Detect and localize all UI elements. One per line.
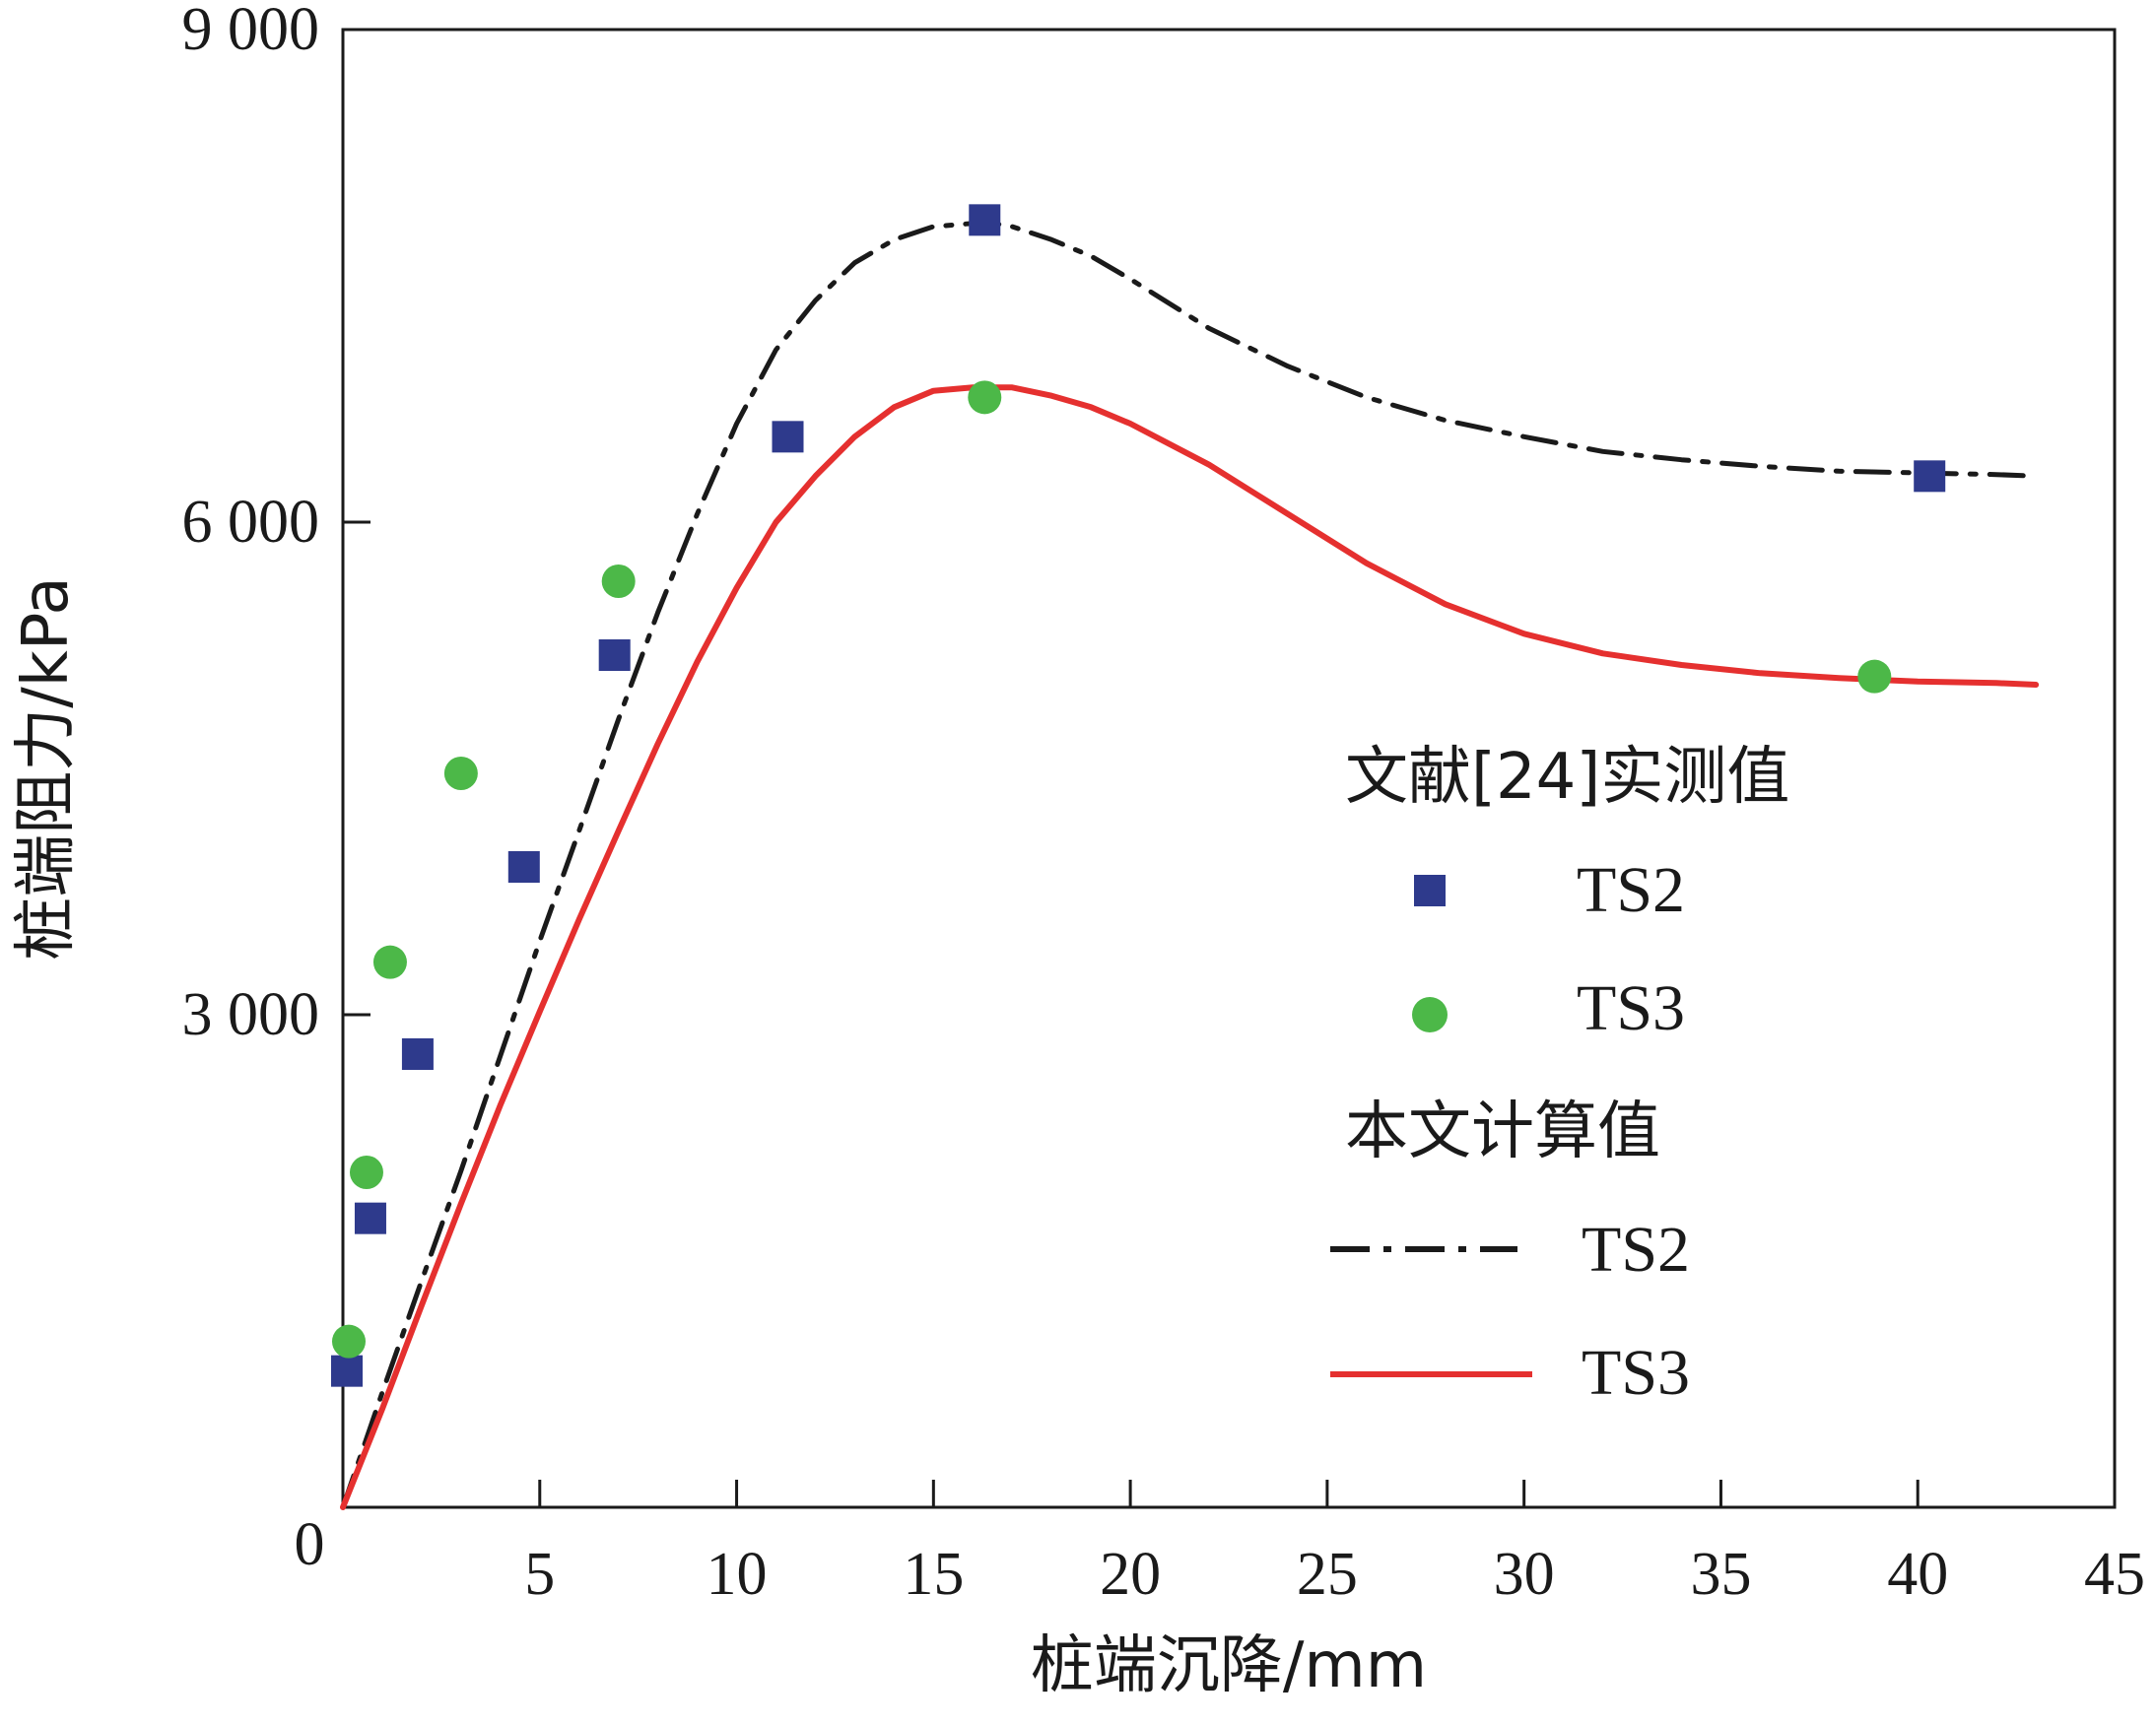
x-tick-label: 10 bbox=[707, 1541, 768, 1608]
series-line-ts2-dash-dot bbox=[340, 221, 2039, 1510]
x-tick-label: 30 bbox=[1494, 1541, 1555, 1608]
point-ts2-square bbox=[772, 421, 804, 453]
x-axis-title: 桩端沉降/mm bbox=[1031, 1629, 1427, 1702]
point-ts2-square bbox=[598, 639, 631, 671]
legend: 文献[24]实测值 TS2 TS3 本文计算值 TS2 TS3 bbox=[1330, 741, 1789, 1409]
legend-label-measured-ts2: TS2 bbox=[1577, 854, 1685, 926]
legend-label-measured-ts3: TS3 bbox=[1577, 972, 1685, 1044]
point-ts2-square bbox=[507, 851, 540, 883]
point-ts2-square bbox=[1914, 460, 1946, 493]
x-tick-label: 40 bbox=[1887, 1541, 1948, 1608]
point-ts3-circle bbox=[372, 945, 407, 979]
x-tick-label: 25 bbox=[1297, 1541, 1358, 1608]
point-ts3-circle bbox=[331, 1324, 366, 1359]
x-tick-label: 0 bbox=[295, 1511, 325, 1578]
legend-marker-circle-ts3 bbox=[1412, 997, 1448, 1032]
plot-frame bbox=[341, 28, 2117, 1509]
point-ts2-square bbox=[401, 1038, 434, 1070]
x-axis-ticks: 0 5 10 15 20 25 30 35 40 45 bbox=[295, 1480, 2145, 1608]
points-layer bbox=[330, 204, 1946, 1387]
y-tick-label: 6 000 bbox=[182, 489, 320, 556]
point-ts3-circle bbox=[443, 757, 478, 790]
series-layer bbox=[340, 221, 2040, 1510]
x-tick-label: 20 bbox=[1100, 1541, 1161, 1608]
legend-heading-measured: 文献[24]实测值 bbox=[1345, 741, 1789, 814]
x-tick-label: 5 bbox=[524, 1541, 555, 1608]
legend-label-computed-ts3: TS3 bbox=[1582, 1337, 1690, 1409]
series-line-ts3-solid bbox=[340, 384, 2040, 1510]
y-tick-label: 3 000 bbox=[182, 981, 320, 1048]
y-axis-title: 桩端阻力/kPa bbox=[10, 576, 83, 961]
point-ts3-circle bbox=[968, 380, 1002, 415]
y-axis-ticks: 3 000 6 000 9 000 bbox=[182, 0, 371, 1048]
x-tick-label: 45 bbox=[2084, 1541, 2145, 1608]
point-ts3-circle bbox=[601, 564, 636, 598]
legend-heading-computed: 本文计算值 bbox=[1345, 1095, 1660, 1168]
point-ts3-circle bbox=[349, 1156, 383, 1189]
y-tick-label: 9 000 bbox=[182, 0, 320, 63]
point-ts2-square bbox=[354, 1202, 386, 1234]
point-ts2-square bbox=[969, 204, 1001, 236]
point-ts3-circle bbox=[1857, 659, 1892, 694]
point-ts2-square bbox=[330, 1355, 363, 1387]
x-tick-label: 35 bbox=[1690, 1541, 1751, 1608]
x-tick-label: 15 bbox=[903, 1541, 964, 1608]
legend-marker-square-ts2 bbox=[1414, 875, 1446, 906]
legend-label-computed-ts2: TS2 bbox=[1582, 1214, 1690, 1286]
